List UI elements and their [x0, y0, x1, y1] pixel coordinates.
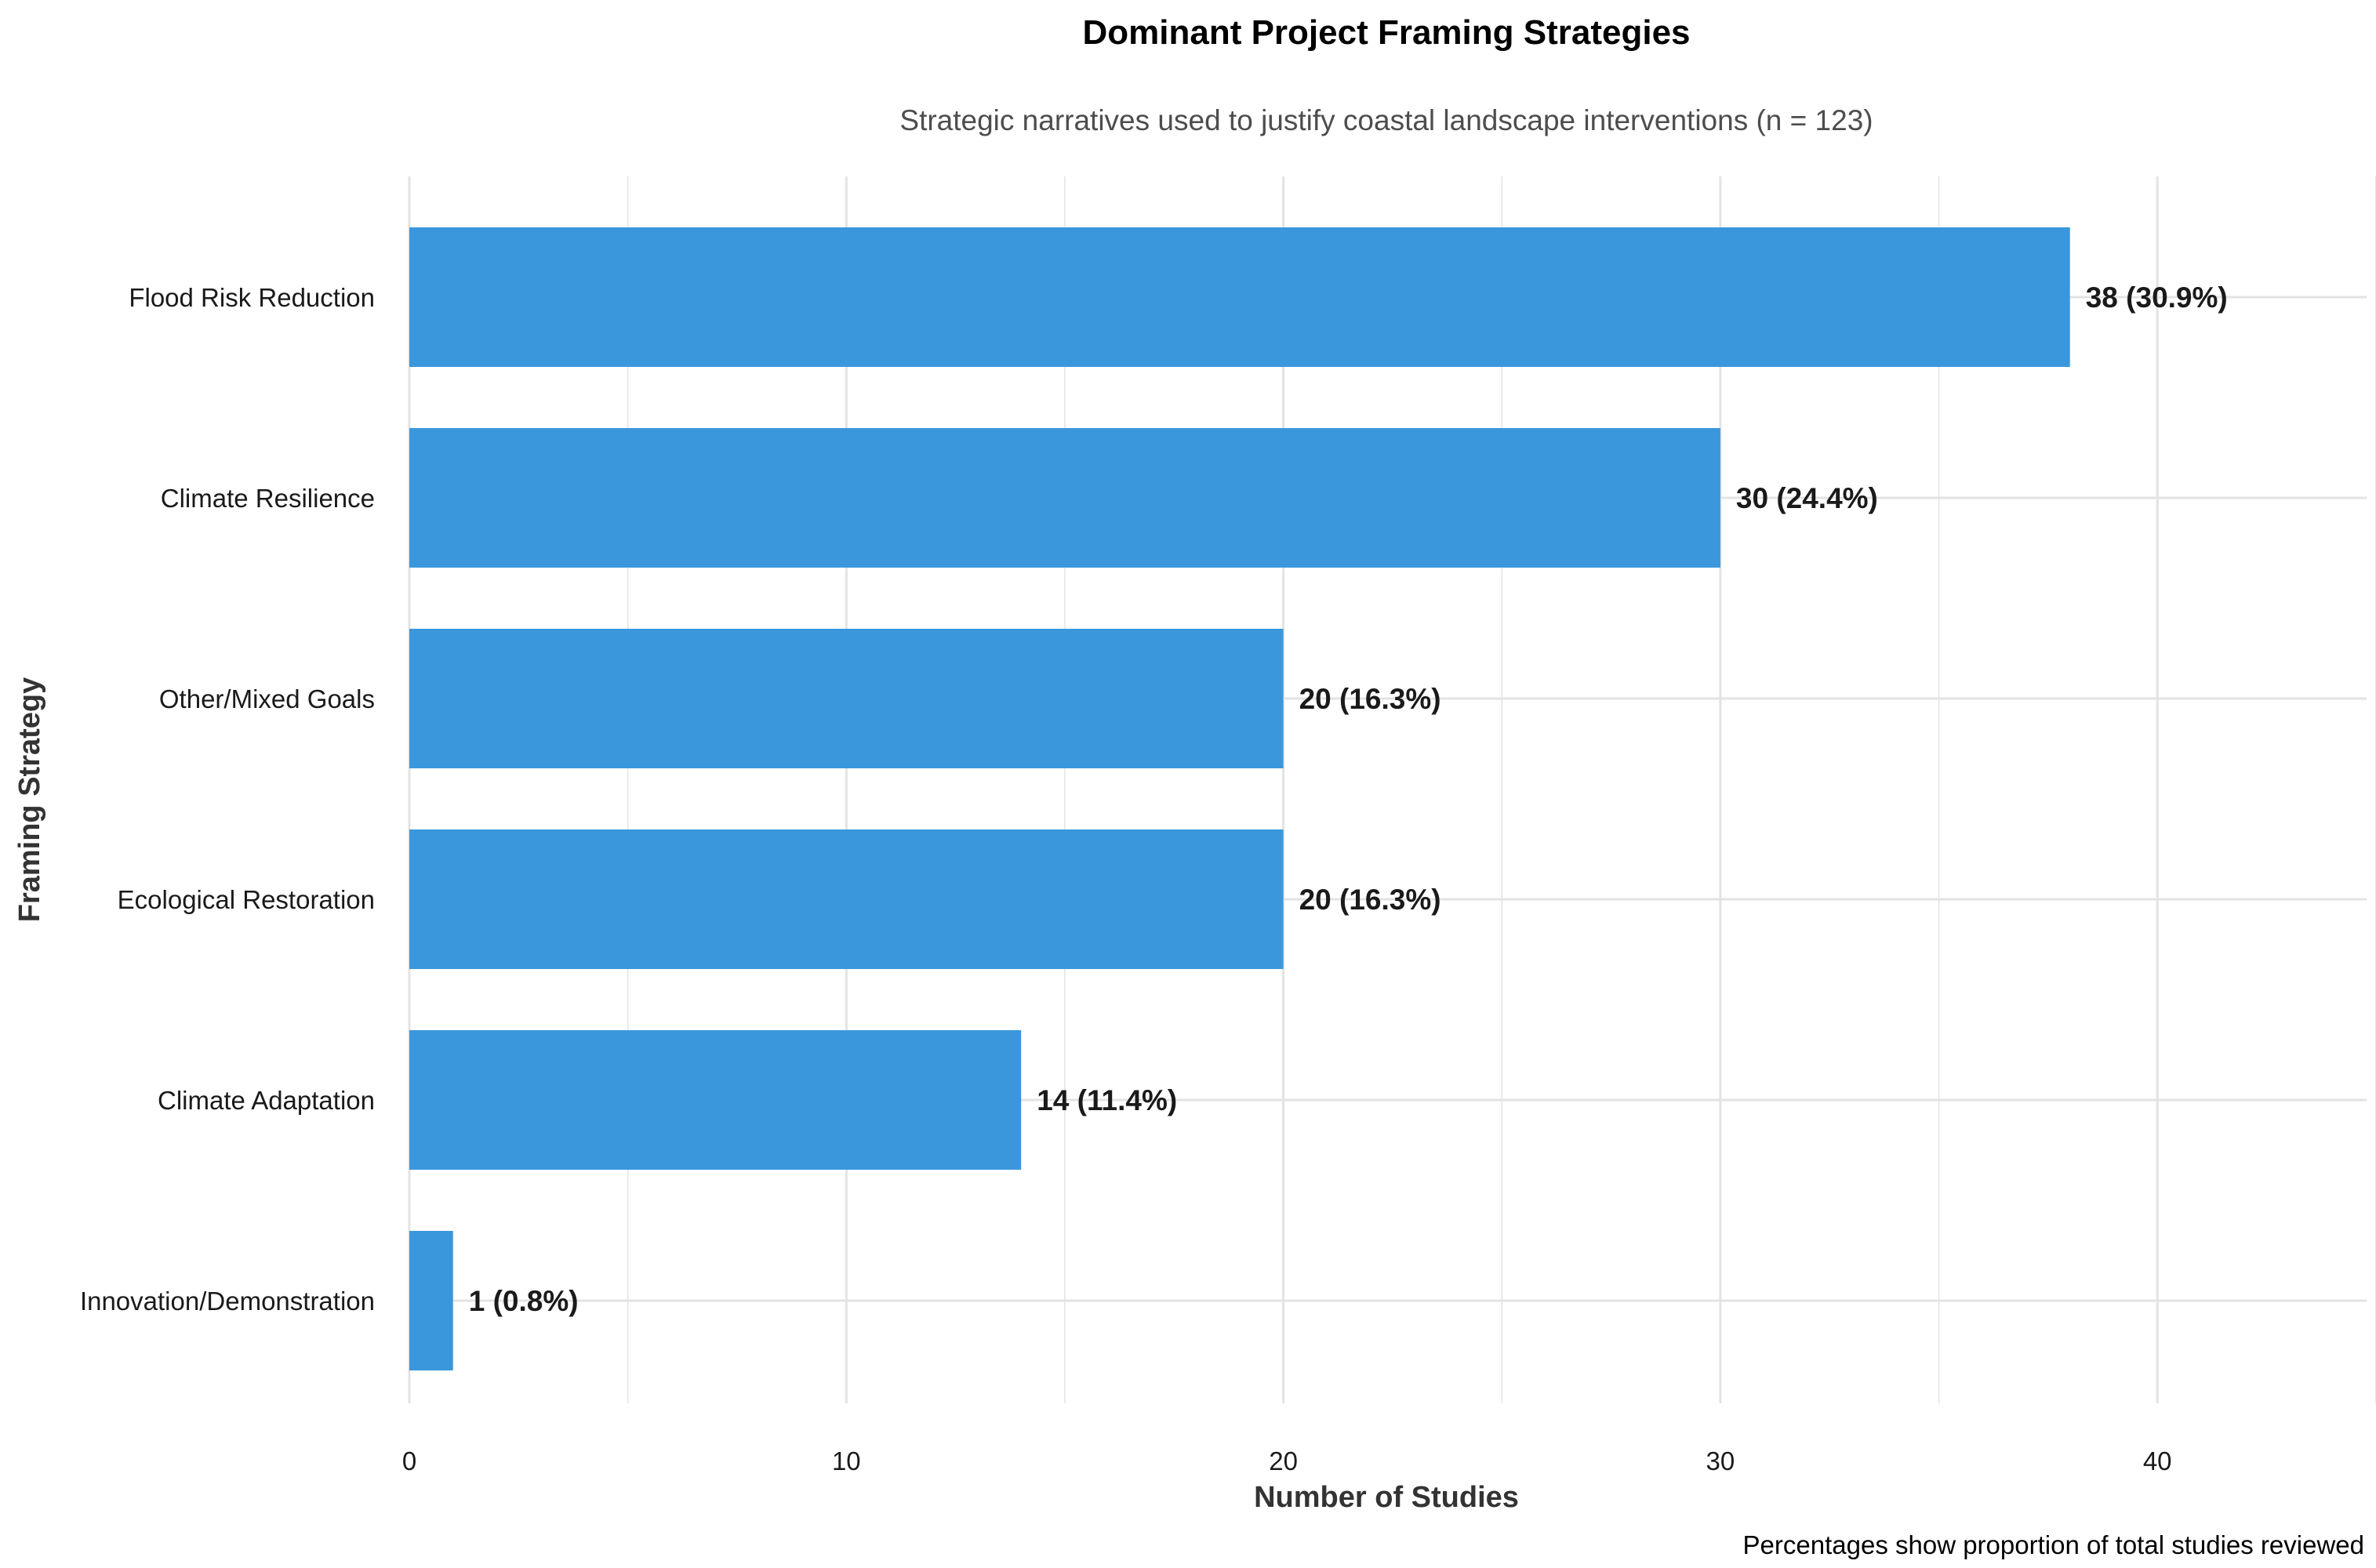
x-tick-label: 10: [832, 1446, 861, 1475]
bar-value-label: 38 (30.9%): [2086, 281, 2228, 314]
y-tick-label: Innovation/Demonstration: [80, 1287, 375, 1316]
chart-caption: Percentages show proportion of total stu…: [1743, 1530, 2364, 1559]
bar: [409, 629, 1284, 768]
bars: [409, 227, 2070, 1370]
bar: [409, 227, 2070, 367]
bar: [409, 1231, 453, 1370]
x-tick-label: 40: [2143, 1446, 2172, 1475]
chart-title: Dominant Project Framing Strategies: [1082, 13, 1690, 52]
x-tick-label: 20: [1269, 1446, 1298, 1475]
y-tick-label: Flood Risk Reduction: [129, 283, 375, 312]
bar-value-label: 14 (11.4%): [1037, 1084, 1177, 1116]
y-tick-label: Climate Resilience: [161, 484, 375, 513]
bar-value-label: 20 (16.3%): [1299, 683, 1441, 715]
y-tick-label: Ecological Restoration: [118, 885, 375, 914]
bar-value-label: 20 (16.3%): [1299, 884, 1441, 916]
x-tick-label: 30: [1706, 1446, 1735, 1475]
chart-subtitle: Strategic narratives used to justify coa…: [899, 104, 1873, 136]
y-axis-title: Framing Strategy: [13, 677, 46, 923]
bar: [409, 829, 1284, 969]
bar: [409, 428, 1720, 568]
x-tick-label: 0: [402, 1446, 416, 1475]
x-axis-title: Number of Studies: [1254, 1481, 1519, 1514]
y-axis-tick-labels: Flood Risk Reduction Climate Resilience Ot…: [80, 283, 375, 1316]
bar: [409, 1030, 1022, 1170]
y-tick-label: Other/Mixed Goals: [159, 684, 375, 713]
bar-value-label: 1 (0.8%): [469, 1285, 579, 1317]
y-tick-label: Climate Adaptation: [158, 1086, 375, 1115]
bar-value-label: 30 (24.4%): [1736, 482, 1878, 514]
x-axis-tick-labels: 0 10 20 30 40: [402, 1446, 2172, 1475]
data-labels: 38 (30.9%) 30 (24.4%) 20 (16.3%) 20 (16.3%)…: [469, 281, 2228, 1317]
